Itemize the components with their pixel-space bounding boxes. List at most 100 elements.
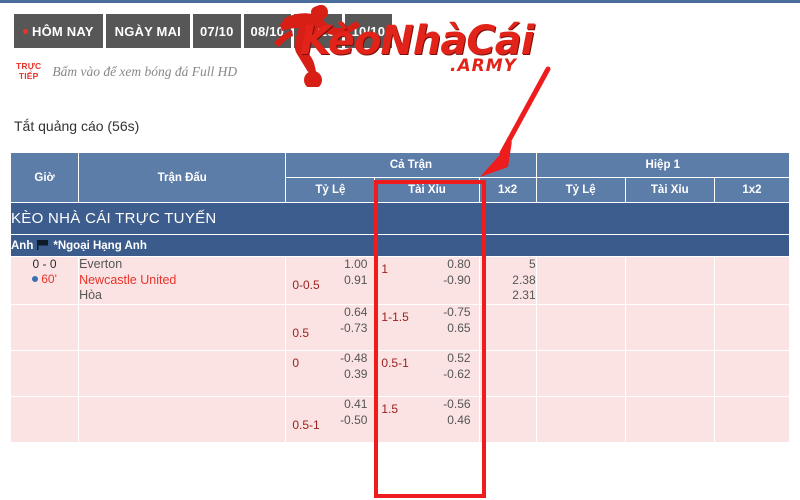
ft-handicap-cell[interactable]: 0.5 0.64 -0.73 bbox=[285, 304, 376, 351]
ft-over-under-cell[interactable]: 1 0.80 -0.90 bbox=[374, 256, 480, 305]
date-tab-label: 09/10 bbox=[301, 23, 335, 39]
ft-handicap-cell[interactable]: 0 -0.48 0.39 bbox=[285, 350, 376, 397]
col-header-ft-1x2[interactable]: 1x2 bbox=[478, 177, 537, 203]
ft-over-under-cell[interactable]: 1.5 -0.56 0.46 bbox=[374, 396, 480, 443]
ft-handicap-line: 0-0.5 bbox=[292, 277, 320, 292]
match-teams-cell[interactable] bbox=[78, 304, 287, 351]
ft-1x2-home: 5 bbox=[528, 257, 536, 271]
date-tab-bar: HÔM NAY NGÀY MAI 07/10 08/10 09/10 10/10 bbox=[14, 14, 393, 48]
date-tab-0810[interactable]: 08/10 bbox=[243, 14, 292, 48]
col-group-full-match: Cả Trận bbox=[285, 152, 537, 178]
top-border bbox=[0, 0, 800, 3]
league-name: *Ngoại Hạng Anh bbox=[53, 239, 147, 252]
table-head: Giờ Trận Đấu Cả Trận Hiệp 1 Tỷ Lệ Tài Xỉ… bbox=[9, 152, 791, 203]
h1-over-under-cell[interactable] bbox=[624, 256, 715, 305]
ft-handicap-bottom: 0.39 bbox=[344, 366, 368, 381]
ft-handicap-top: 1.00 bbox=[344, 257, 368, 271]
ft-1x2-cell[interactable]: 5 2.38 2.31 bbox=[478, 256, 537, 305]
h1-handicap-cell[interactable] bbox=[535, 304, 626, 351]
ft-ou-line: 1-1.5 bbox=[381, 310, 409, 324]
ft-over-under-cell[interactable]: 1-1.5 -0.75 0.65 bbox=[374, 304, 480, 351]
col-header-h1-1x2[interactable]: 1x2 bbox=[713, 177, 791, 203]
date-tab-label: 07/10 bbox=[199, 23, 234, 39]
col-header-ft-handicap[interactable]: Tỷ Lệ bbox=[285, 177, 376, 203]
home-team: Everton bbox=[79, 257, 123, 271]
ft-1x2-draw: 2.38 bbox=[512, 272, 536, 287]
flag-icon bbox=[37, 239, 49, 250]
ft-ou-top: 0.52 bbox=[447, 351, 471, 365]
h1-1x2-cell[interactable] bbox=[713, 350, 791, 397]
h1-handicap-cell[interactable] bbox=[535, 350, 626, 397]
table-row[interactable]: 0.5-1 0.41 -0.50 1.5 -0.56 0.46 bbox=[9, 396, 791, 443]
ft-handicap-bottom: 0.91 bbox=[344, 272, 368, 287]
col-group-first-half: Hiệp 1 bbox=[535, 152, 791, 178]
ft-1x2-cell[interactable] bbox=[478, 350, 537, 397]
date-tab-today[interactable]: HÔM NAY bbox=[14, 14, 103, 48]
table-row[interactable]: 0 - 0 60' Everton Newcastle United Hòa 0… bbox=[9, 256, 791, 305]
ft-ou-line: 1.5 bbox=[381, 402, 399, 416]
table-body: KÈO NHÀ CÁI TRỰC TUYẾN Anh *Ngoại Hạng An… bbox=[9, 202, 791, 443]
date-tab-label: 10/10 bbox=[351, 23, 386, 39]
h1-handicap-cell[interactable] bbox=[535, 396, 626, 443]
match-teams-cell[interactable] bbox=[78, 350, 287, 397]
h1-1x2-cell[interactable] bbox=[713, 396, 791, 443]
ft-1x2-cell[interactable] bbox=[478, 304, 537, 351]
live-badge: TRỰC TIẾP bbox=[16, 61, 42, 81]
match-teams-cell[interactable]: Everton Newcastle United Hòa bbox=[78, 256, 287, 305]
league-country: Anh bbox=[11, 239, 34, 252]
live-badge-line1: TRỰC bbox=[16, 61, 42, 71]
section-banner-row: KÈO NHÀ CÁI TRỰC TUYẾN bbox=[10, 202, 790, 235]
h1-1x2-cell[interactable] bbox=[713, 256, 791, 305]
table-row[interactable]: 0 -0.48 0.39 0.5-1 0.52 -0.62 bbox=[9, 350, 791, 397]
close-ad-notice[interactable]: Tắt quảng cáo (56s) bbox=[14, 118, 140, 134]
col-header-match[interactable]: Trận Đấu bbox=[78, 152, 287, 203]
live-dot-icon bbox=[23, 28, 28, 34]
col-header-h1-over-under[interactable]: Tài Xỉu bbox=[624, 177, 715, 203]
col-header-time[interactable]: Giờ bbox=[9, 152, 80, 203]
ft-1x2-away: 2.31 bbox=[512, 288, 536, 302]
match-time-cell bbox=[9, 304, 80, 351]
date-tab-0910[interactable]: 09/10 bbox=[294, 14, 342, 48]
match-minute: 60' bbox=[41, 272, 57, 286]
live-badge-line2: TIẾP bbox=[18, 70, 39, 81]
ft-handicap-cell[interactable]: 0-0.5 1.00 0.91 bbox=[285, 256, 376, 305]
ft-handicap-top: 0.64 bbox=[344, 305, 368, 319]
match-time-cell: 0 - 0 60' bbox=[9, 256, 80, 305]
date-tab-0710[interactable]: 07/10 bbox=[192, 14, 241, 48]
live-stream-promo[interactable]: TRỰC TIẾP Bấm vào để xem bóng đá Full HD bbox=[16, 61, 238, 81]
league-row[interactable]: Anh *Ngoại Hạng Anh bbox=[10, 234, 790, 257]
ft-ou-top: -0.75 bbox=[443, 305, 471, 319]
ft-handicap-bottom: -0.73 bbox=[340, 320, 368, 335]
ft-ou-top: 0.80 bbox=[447, 257, 471, 271]
h1-1x2-cell[interactable] bbox=[713, 304, 791, 351]
league-cell[interactable]: Anh *Ngoại Hạng Anh bbox=[10, 234, 790, 257]
logo-suffix: .ARMY bbox=[450, 56, 517, 76]
match-time-cell bbox=[9, 396, 80, 443]
ft-handicap-cell[interactable]: 0.5-1 0.41 -0.50 bbox=[285, 396, 376, 443]
live-status-icon bbox=[32, 276, 39, 282]
ft-ou-bottom: 0.46 bbox=[447, 412, 471, 427]
odds-table: Giờ Trận Đấu Cả Trận Hiệp 1 Tỷ Lệ Tài Xỉ… bbox=[9, 152, 791, 443]
ft-over-under-cell[interactable]: 0.5-1 0.52 -0.62 bbox=[374, 350, 480, 397]
date-tab-tomorrow[interactable]: NGÀY MAI bbox=[105, 14, 190, 48]
date-tab-label: NGÀY MAI bbox=[114, 23, 181, 39]
section-banner-label: KÈO NHÀ CÁI TRỰC TUYẾN bbox=[10, 202, 790, 235]
ft-ou-line: 1 bbox=[381, 262, 389, 276]
h1-handicap-cell[interactable] bbox=[535, 256, 626, 305]
ft-handicap-line: 0 bbox=[292, 356, 300, 370]
ft-1x2-cell[interactable] bbox=[478, 396, 537, 443]
h1-over-under-cell[interactable] bbox=[624, 396, 715, 443]
table-row[interactable]: 0.5 0.64 -0.73 1-1.5 -0.75 0.65 bbox=[9, 304, 791, 351]
match-teams-cell[interactable] bbox=[78, 396, 287, 443]
date-tab-1010[interactable]: 10/10 bbox=[344, 14, 393, 48]
ft-handicap-top: -0.48 bbox=[340, 351, 368, 365]
h1-over-under-cell[interactable] bbox=[624, 350, 715, 397]
h1-over-under-cell[interactable] bbox=[624, 304, 715, 351]
ft-handicap-bottom: -0.50 bbox=[340, 412, 368, 427]
col-header-ft-over-under[interactable]: Tài Xỉu bbox=[374, 177, 480, 203]
draw-label: Hòa bbox=[79, 288, 103, 302]
date-tab-label: 08/10 bbox=[250, 23, 285, 39]
col-header-h1-handicap[interactable]: Tỷ Lệ bbox=[535, 177, 626, 203]
live-promo-text: Bấm vào để xem bóng đá Full HD bbox=[52, 63, 238, 79]
